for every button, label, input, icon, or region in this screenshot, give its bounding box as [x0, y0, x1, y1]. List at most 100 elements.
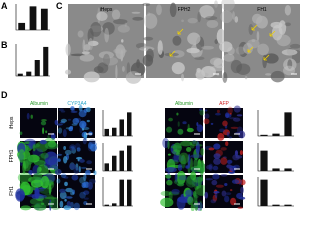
cell — [284, 22, 291, 27]
bar — [104, 128, 109, 136]
cell — [244, 75, 248, 80]
cell — [74, 177, 78, 181]
cell — [230, 59, 242, 74]
cell — [69, 125, 74, 130]
cell — [63, 145, 67, 151]
cell — [87, 40, 99, 46]
cell — [204, 109, 208, 112]
row-label: FPH1 — [9, 149, 15, 162]
images — [15, 0, 300, 211]
cell — [165, 174, 172, 179]
cell — [265, 73, 272, 76]
cell — [78, 104, 83, 112]
cell — [82, 39, 86, 53]
image-title: FPH2 — [178, 7, 191, 13]
axis — [257, 110, 294, 137]
cell — [48, 183, 52, 196]
bar — [119, 179, 124, 206]
cell — [93, 170, 97, 176]
cell — [214, 191, 218, 199]
cell — [186, 146, 192, 152]
bar — [112, 127, 117, 136]
bar — [284, 204, 292, 206]
cell — [262, 54, 267, 69]
cell — [131, 11, 141, 14]
cell — [232, 11, 235, 20]
stain-title: AFP — [219, 101, 229, 107]
cell — [169, 191, 180, 196]
cell — [221, 190, 227, 197]
cell — [87, 181, 93, 190]
bar — [26, 71, 32, 76]
cell — [224, 195, 230, 203]
cell — [205, 15, 218, 21]
cell — [195, 141, 200, 155]
cell — [57, 158, 61, 162]
cell — [224, 112, 230, 119]
cell — [171, 62, 185, 75]
cell — [227, 46, 235, 56]
bar-chart — [102, 143, 133, 172]
cell — [199, 109, 205, 116]
cell — [221, 0, 235, 12]
cell — [176, 151, 181, 157]
cell — [197, 176, 202, 189]
cell — [26, 154, 34, 165]
cell — [65, 196, 73, 199]
cell — [86, 160, 92, 165]
cell — [147, 12, 151, 16]
cell — [59, 191, 67, 200]
cell — [78, 109, 87, 118]
bar-chart — [15, 44, 50, 77]
cell — [64, 198, 67, 202]
cell — [171, 188, 180, 195]
cell — [231, 179, 240, 184]
cell — [81, 51, 90, 55]
cell — [160, 190, 171, 197]
cell — [196, 122, 199, 127]
cell — [173, 179, 185, 185]
cell — [96, 11, 108, 21]
cell — [229, 117, 237, 120]
cell — [185, 189, 194, 197]
cell — [82, 137, 87, 145]
cell — [177, 182, 185, 187]
bar — [127, 112, 132, 136]
cell — [165, 166, 177, 173]
cell — [60, 118, 67, 123]
cell — [86, 106, 91, 113]
cell — [187, 196, 194, 206]
row-label: iHeps — [9, 116, 15, 129]
cell — [83, 71, 100, 83]
cell — [236, 114, 243, 117]
cell — [83, 44, 91, 51]
cell — [174, 173, 178, 183]
cell — [64, 149, 72, 155]
bar — [284, 112, 292, 136]
cell — [166, 126, 173, 133]
cell — [289, 43, 300, 49]
arrow — [247, 46, 254, 53]
bar — [119, 119, 124, 136]
cell — [199, 200, 203, 211]
cell — [40, 152, 49, 159]
cell — [33, 203, 47, 211]
cell — [186, 175, 196, 185]
cell — [135, 42, 148, 49]
cell — [64, 181, 68, 187]
cell — [50, 132, 56, 140]
bar — [284, 168, 292, 171]
cell — [18, 149, 26, 163]
cell — [28, 169, 33, 175]
cell — [206, 164, 213, 170]
cell — [45, 130, 48, 134]
cell — [125, 71, 142, 84]
cell — [143, 13, 158, 29]
cell — [32, 144, 36, 152]
cell — [219, 128, 225, 133]
cell — [197, 11, 202, 23]
cell — [180, 140, 193, 147]
arrow — [177, 28, 184, 35]
cell — [287, 59, 293, 70]
cell — [168, 117, 173, 122]
